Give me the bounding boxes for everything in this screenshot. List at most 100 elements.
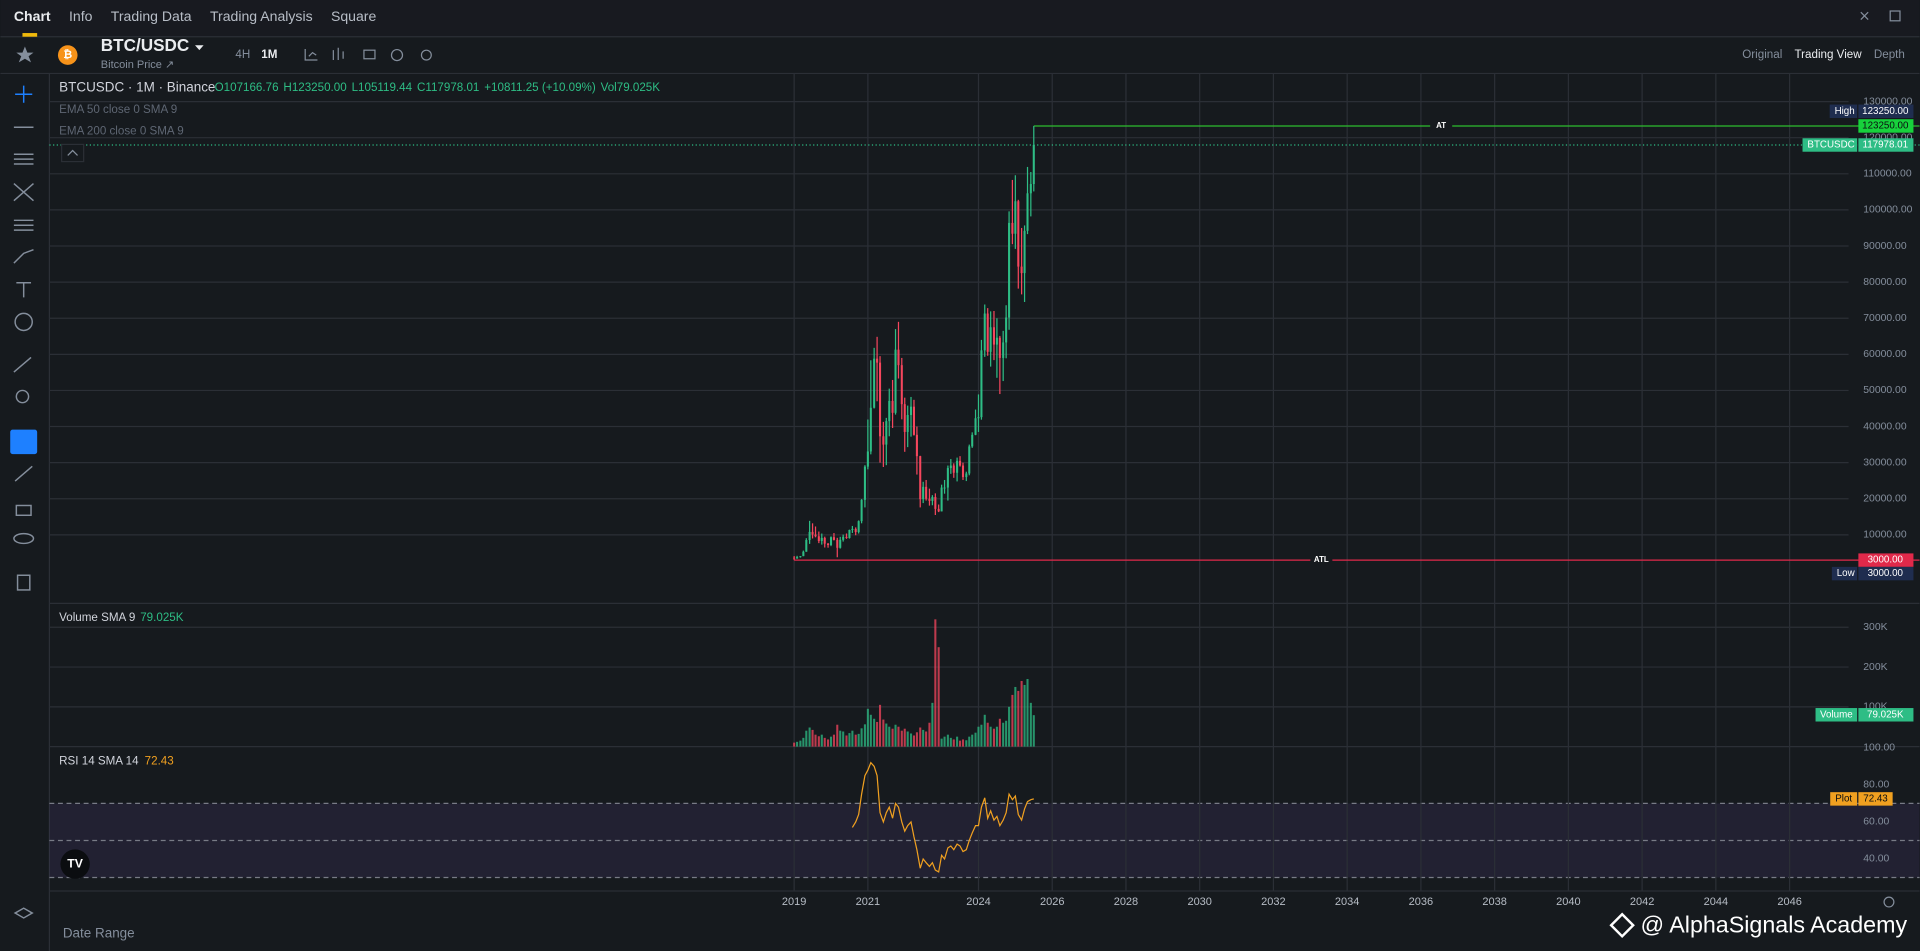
volume-bar [928, 722, 931, 747]
candle-body [949, 465, 952, 469]
icon[interactable] [14, 465, 33, 482]
volume-bar [1014, 686, 1017, 747]
candle-body [977, 417, 980, 419]
price-tag-name: High [1835, 106, 1855, 117]
candle-body [820, 537, 823, 541]
active-tool[interactable] [10, 429, 38, 455]
icon[interactable] [67, 149, 78, 156]
candle-body [980, 350, 983, 418]
icon[interactable] [15, 85, 33, 103]
tab[interactable]: Info [69, 8, 93, 24]
interval[interactable]: 4H [235, 48, 250, 61]
candle-body [888, 400, 891, 422]
interval[interactable]: 1M [261, 48, 277, 61]
price-tag-value: 3000.00 [1868, 555, 1904, 566]
volume-bar [811, 729, 814, 747]
dropdown-icon[interactable] [195, 45, 204, 51]
icon[interactable] [15, 504, 32, 517]
view-option[interactable]: Depth [1874, 48, 1905, 61]
volume-title: Volume SMA 9 [59, 611, 135, 624]
volume-bar [974, 732, 977, 747]
rsi-tag-value: 72.43 [1863, 793, 1888, 804]
tab[interactable]: Chart [14, 8, 51, 24]
icon[interactable] [13, 219, 34, 231]
icon[interactable] [13, 153, 34, 165]
rsi-tag-name: Plot [1835, 793, 1852, 804]
icon[interactable] [13, 183, 34, 202]
candle-body [879, 362, 882, 437]
tab[interactable]: Trading Data [111, 8, 192, 24]
x-tick-label: 2028 [1114, 896, 1138, 908]
volume-bar [937, 647, 940, 747]
x-tick-label: 2036 [1409, 896, 1433, 908]
view-option[interactable]: Original [1742, 48, 1782, 61]
candle-body [1017, 201, 1020, 267]
btc-glyph: ₿ [63, 49, 72, 61]
left-toolbar [10, 85, 38, 919]
candle-body [922, 486, 925, 500]
icon[interactable] [1889, 10, 1901, 22]
icon[interactable] [304, 48, 318, 61]
y-tick-label: 60000.00 [1863, 349, 1907, 360]
volume-bar [805, 730, 808, 747]
x-tick-label: 2030 [1187, 896, 1211, 908]
volume-bar [869, 714, 872, 747]
price-tag [1858, 104, 1914, 119]
y-tick-label: 100000.00 [1863, 205, 1912, 216]
icon[interactable] [13, 356, 32, 373]
tv-logo [60, 849, 90, 879]
icon[interactable] [14, 312, 33, 332]
volume-bar [998, 718, 1001, 747]
price-tag-value: 123250.00 [1862, 106, 1909, 117]
volume-bar [977, 726, 980, 747]
icon[interactable] [332, 47, 344, 60]
volume-bar [839, 730, 842, 747]
candle-body [900, 365, 903, 405]
favorite-icon[interactable] [16, 46, 34, 63]
volume-bar [900, 730, 903, 747]
icon[interactable] [16, 281, 32, 298]
volume-tick-label: 100K [1863, 702, 1887, 713]
icon[interactable] [16, 574, 31, 591]
volume-tag-value: 79.025K [1867, 709, 1904, 720]
tv-logo-text: TV [67, 856, 83, 870]
x-tick-label: 2038 [1482, 896, 1506, 908]
settings-icon[interactable] [1883, 896, 1895, 908]
icon[interactable] [420, 49, 432, 61]
tab[interactable]: Square [331, 8, 377, 24]
icon[interactable] [15, 389, 30, 404]
candle-body [869, 407, 872, 452]
volume-bar [956, 736, 959, 747]
candle-body [793, 557, 796, 559]
icon[interactable] [390, 48, 404, 62]
x-tick-label: 2021 [856, 896, 880, 908]
candle-body [860, 499, 863, 522]
tab[interactable]: Trading Analysis [210, 8, 313, 24]
icon[interactable] [363, 49, 376, 60]
icon[interactable] [13, 532, 35, 545]
x-tick-label: 2042 [1630, 896, 1654, 908]
view-option[interactable]: Trading View [1795, 48, 1863, 61]
price-tag-value: 117978.01 [1863, 140, 1909, 151]
icon[interactable] [1860, 11, 1869, 21]
volume-bar [879, 704, 882, 747]
candle-body [842, 536, 845, 540]
candle-body [802, 551, 805, 557]
price-tag [1858, 119, 1914, 133]
candle-body [839, 539, 842, 548]
legend-symbol: BTCUSDC · 1M · Binance [59, 80, 215, 95]
candle-body [1023, 230, 1026, 274]
volume-bar [793, 742, 796, 747]
volume-bar [845, 735, 848, 747]
date-range[interactable]: Date Range [63, 925, 135, 940]
ohlc-value: Vol79.025K [601, 81, 661, 94]
icon[interactable] [13, 907, 34, 919]
candle-body [851, 528, 854, 530]
subtitle[interactable]: Bitcoin Price ↗ [101, 59, 174, 71]
volume-bar [873, 718, 876, 747]
collapse-button[interactable] [61, 143, 85, 163]
candle-body [998, 337, 1001, 358]
chart: 2019 2021 2024 2026 2028 2030 2032 2034 2036 2038… [49, 73, 1920, 908]
icon[interactable] [13, 248, 34, 264]
symbol[interactable]: BTC/USDC [101, 35, 189, 55]
